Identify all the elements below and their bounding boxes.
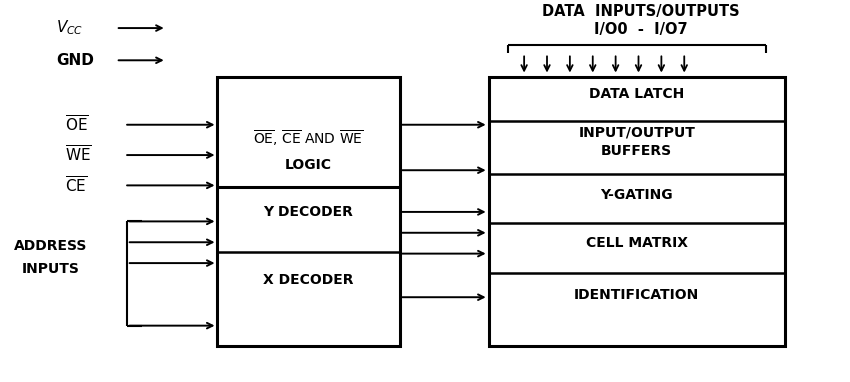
Bar	[218, 77, 400, 346]
Text: DATA  INPUTS/OUTPUTS: DATA INPUTS/OUTPUTS	[542, 3, 740, 18]
Text: GND: GND	[56, 53, 94, 68]
Text: LOGIC: LOGIC	[285, 157, 332, 172]
Text: $\overline{\mathsf{WE}}$: $\overline{\mathsf{WE}}$	[65, 145, 92, 165]
Text: Y-GATING: Y-GATING	[600, 188, 673, 202]
Text: $\overline{\mathsf{OE}}$, $\overline{\mathsf{CE}}$ AND $\overline{\mathsf{WE}}$: $\overline{\mathsf{OE}}$, $\overline{\ma…	[253, 128, 364, 148]
Text: INPUTS: INPUTS	[21, 262, 79, 276]
Text: I/O0  -  I/O7: I/O0 - I/O7	[594, 23, 688, 37]
Text: DATA LATCH: DATA LATCH	[589, 87, 684, 101]
Text: Y DECODER: Y DECODER	[264, 205, 354, 219]
Text: ADDRESS: ADDRESS	[14, 239, 88, 253]
Text: BUFFERS: BUFFERS	[601, 144, 672, 158]
Text: X DECODER: X DECODER	[264, 273, 354, 287]
Text: IDENTIFICATION: IDENTIFICATION	[575, 288, 700, 302]
Text: $\overline{\mathsf{OE}}$: $\overline{\mathsf{OE}}$	[65, 115, 88, 135]
Bar	[489, 77, 785, 346]
Text: INPUT/OUTPUT: INPUT/OUTPUT	[578, 125, 695, 139]
Text: $\overline{\mathsf{CE}}$: $\overline{\mathsf{CE}}$	[65, 175, 88, 196]
Text: $V_{CC}$: $V_{CC}$	[56, 19, 84, 37]
Text: CELL MATRIX: CELL MATRIX	[586, 236, 688, 250]
